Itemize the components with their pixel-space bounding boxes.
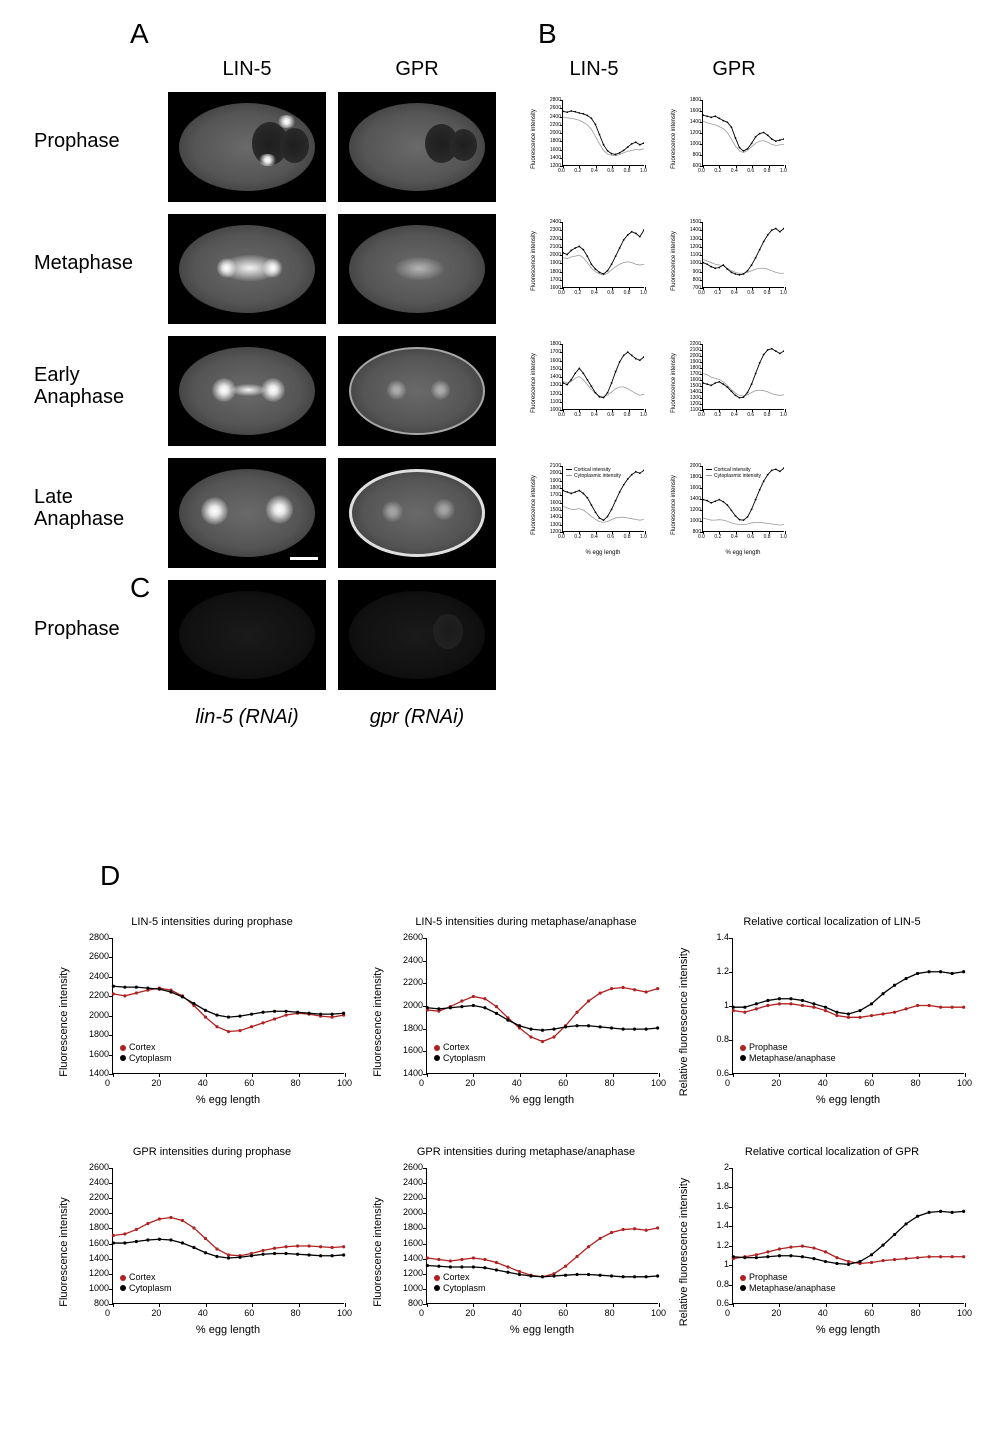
chart-ylabel: Relative fluorescence intensity — [678, 948, 690, 1097]
chart-xlabel: % egg length — [112, 1324, 344, 1336]
chart-legend: CortexCytoplasm — [434, 1272, 486, 1294]
panel-label-a: A — [130, 18, 149, 50]
chart-xlabel: % egg length — [732, 1094, 964, 1106]
mini-ylabel: Fluorescence intensity — [531, 109, 537, 169]
micrograph-lin5-prophase — [168, 92, 326, 202]
chart-xlabel: % egg length — [732, 1324, 964, 1336]
mini-chart-lin5_late: Fluorescence intensity120013001400150016… — [540, 462, 648, 548]
chart-legend: CortexCytoplasm — [120, 1272, 172, 1294]
chart-title: LIN-5 intensities during prophase — [70, 916, 354, 928]
mini-chart-gpr_early: Fluorescence intensity110012001300140015… — [680, 340, 788, 426]
micrograph-gpr-rnai — [338, 580, 496, 690]
mini-ylabel: Fluorescence intensity — [531, 353, 537, 413]
mini-ylabel: Fluorescence intensity — [531, 475, 537, 535]
mini-legend: Cortical intensityCytoplasmic intensity — [706, 468, 761, 479]
rowlabel-prophase: Prophase — [34, 130, 120, 153]
panel-label-c: C — [130, 572, 150, 604]
rnai-label-lin5: lin-5 (RNAi) — [168, 706, 326, 729]
mini-ylabel: Fluorescence intensity — [671, 353, 677, 413]
colheader-b-lin5: LIN-5 — [534, 58, 654, 81]
chart-xlabel: % egg length — [426, 1094, 658, 1106]
micrograph-lin5-late-anaphase — [168, 458, 326, 568]
mini-chart-lin5_prophase: Fluorescence intensity120014001600180020… — [540, 96, 648, 182]
chart-title: GPR intensities during prophase — [70, 1146, 354, 1158]
mini-ylabel: Fluorescence intensity — [531, 231, 537, 291]
chart-d_gpr_rel: Relative cortical localization of GPRRel… — [690, 1150, 974, 1336]
mini-legend: Cortical intensityCytoplasmic intensity — [566, 468, 621, 479]
chart-ylabel: Fluorescence intensity — [372, 1198, 384, 1307]
rowlabel-early-2: Anaphase — [34, 386, 124, 409]
chart-d_gpr_pro: GPR intensities during prophaseFluoresce… — [70, 1150, 354, 1336]
mini-ylabel: Fluorescence intensity — [671, 109, 677, 169]
rowlabel-early-1: Early — [34, 364, 80, 387]
chart-d_lin5_meta: LIN-5 intensities during metaphase/anaph… — [384, 920, 668, 1106]
micrograph-lin5-rnai — [168, 580, 326, 690]
mini-chart-gpr_metaphase: Fluorescence intensity700800900100011001… — [680, 218, 788, 304]
mini-chart-lin5_metaphase: Fluorescence intensity160017001800190020… — [540, 218, 648, 304]
chart-legend: ProphaseMetaphase/anaphase — [740, 1042, 836, 1064]
chart-title: Relative cortical localization of GPR — [690, 1146, 974, 1158]
mini-chart-gpr_prophase: Fluorescence intensity600800100012001400… — [680, 96, 788, 182]
colheader-b-gpr: GPR — [674, 58, 794, 81]
mini-xlabel: % egg length — [562, 550, 644, 556]
chart-d_gpr_meta: GPR intensities during metaphase/anaphas… — [384, 1150, 668, 1336]
rowlabel-late-1: Late — [34, 486, 73, 509]
rowlabel-metaphase: Metaphase — [34, 252, 133, 275]
chart-xlabel: % egg length — [426, 1324, 658, 1336]
mini-xlabel: % egg length — [702, 550, 784, 556]
chart-title: Relative cortical localization of LIN-5 — [690, 916, 974, 928]
chart-legend: ProphaseMetaphase/anaphase — [740, 1272, 836, 1294]
chart-legend: CortexCytoplasm — [434, 1042, 486, 1064]
micrograph-gpr-late-anaphase — [338, 458, 496, 568]
chart-title: LIN-5 intensities during metaphase/anaph… — [384, 916, 668, 928]
micrograph-lin5-early-anaphase — [168, 336, 326, 446]
chart-ylabel: Relative fluorescence intensity — [678, 1178, 690, 1327]
micrograph-lin5-metaphase — [168, 214, 326, 324]
micrograph-gpr-metaphase — [338, 214, 496, 324]
mini-ylabel: Fluorescence intensity — [671, 231, 677, 291]
chart-xlabel: % egg length — [112, 1094, 344, 1106]
micrograph-gpr-prophase — [338, 92, 496, 202]
chart-d_lin5_pro: LIN-5 intensities during prophaseFluores… — [70, 920, 354, 1106]
chart-d_lin5_rel: Relative cortical localization of LIN-5R… — [690, 920, 974, 1106]
rnai-label-gpr: gpr (RNAi) — [338, 706, 496, 729]
chart-title: GPR intensities during metaphase/anaphas… — [384, 1146, 668, 1158]
panel-label-b: B — [538, 18, 557, 50]
colheader-a-gpr: GPR — [338, 58, 496, 81]
chart-ylabel: Fluorescence intensity — [58, 1198, 70, 1307]
panel-label-d: D — [100, 860, 120, 892]
colheader-a-lin5: LIN-5 — [168, 58, 326, 81]
mini-ylabel: Fluorescence intensity — [671, 475, 677, 535]
chart-ylabel: Fluorescence intensity — [58, 968, 70, 1077]
chart-legend: CortexCytoplasm — [120, 1042, 172, 1064]
chart-ylabel: Fluorescence intensity — [372, 968, 384, 1077]
rowlabel-c-prophase: Prophase — [34, 618, 120, 641]
micrograph-gpr-early-anaphase — [338, 336, 496, 446]
rowlabel-late-2: Anaphase — [34, 508, 124, 531]
mini-chart-gpr_late: Fluorescence intensity800100012001400160… — [680, 462, 788, 548]
mini-chart-lin5_early: Fluorescence intensity100011001200130014… — [540, 340, 648, 426]
